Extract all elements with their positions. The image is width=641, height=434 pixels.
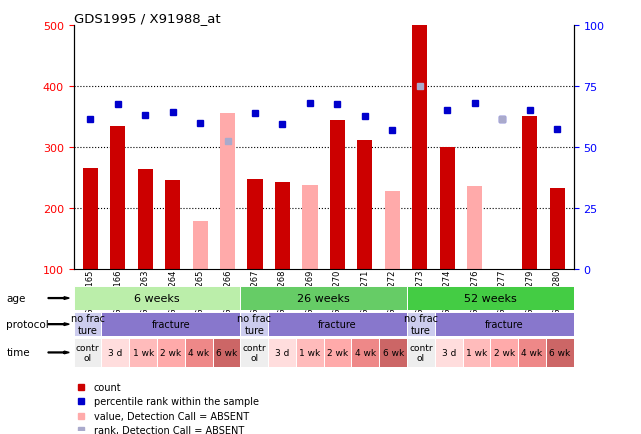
Bar (407, 286, 574, 310)
Text: age: age (6, 293, 26, 303)
Bar (440, 148, 455, 269)
Bar (74, 339, 101, 367)
Bar (518, 339, 546, 367)
Bar (157, 339, 185, 367)
Bar (522, 117, 537, 269)
Text: fracture: fracture (485, 319, 524, 329)
Text: percentile rank within the sample: percentile rank within the sample (94, 397, 259, 406)
Bar (129, 339, 157, 367)
Bar (467, 187, 482, 269)
Bar (138, 170, 153, 269)
Bar (213, 339, 240, 367)
Text: contr
ol: contr ol (409, 343, 433, 362)
Text: 2 wk: 2 wk (494, 348, 515, 357)
Text: no frac
ture: no frac ture (237, 314, 271, 335)
Bar (192, 222, 208, 269)
Bar (303, 186, 317, 269)
Text: 2 wk: 2 wk (160, 348, 181, 357)
Bar (351, 339, 379, 367)
Bar (74, 312, 101, 336)
Bar (550, 189, 565, 269)
Text: 2 wk: 2 wk (327, 348, 348, 357)
Bar (101, 339, 129, 367)
Bar (546, 339, 574, 367)
Text: no frac
ture: no frac ture (404, 314, 438, 335)
Bar (435, 312, 574, 336)
Text: GDS1995 / X91988_at: GDS1995 / X91988_at (74, 12, 221, 25)
Bar (296, 339, 324, 367)
Bar (83, 169, 98, 269)
Text: 6 weeks: 6 weeks (134, 293, 180, 303)
Bar (268, 339, 296, 367)
Text: 6 wk: 6 wk (383, 348, 404, 357)
Text: count: count (94, 382, 121, 392)
Bar (324, 339, 351, 367)
Bar (330, 121, 345, 269)
Bar (435, 339, 463, 367)
Bar (275, 182, 290, 269)
Bar (240, 339, 268, 367)
Bar (358, 140, 372, 269)
Bar (463, 339, 490, 367)
Text: 6 wk: 6 wk (216, 348, 237, 357)
Bar (185, 339, 213, 367)
Bar (101, 312, 240, 336)
Bar (110, 126, 125, 269)
Text: no frac
ture: no frac ture (71, 314, 104, 335)
Text: 1 wk: 1 wk (466, 348, 487, 357)
Bar (407, 339, 435, 367)
Text: contr
ol: contr ol (76, 343, 99, 362)
Bar (490, 339, 518, 367)
Bar (412, 26, 428, 269)
Text: 3 d: 3 d (275, 348, 289, 357)
Text: rank, Detection Call = ABSENT: rank, Detection Call = ABSENT (94, 425, 244, 434)
Text: contr
ol: contr ol (242, 343, 266, 362)
Text: 3 d: 3 d (442, 348, 456, 357)
Text: fracture: fracture (319, 319, 357, 329)
Bar (220, 114, 235, 269)
Bar (240, 286, 407, 310)
Text: 4 wk: 4 wk (188, 348, 209, 357)
Bar (247, 179, 263, 269)
Bar (165, 181, 180, 269)
Text: 1 wk: 1 wk (299, 348, 320, 357)
Text: 4 wk: 4 wk (355, 348, 376, 357)
Text: 4 wk: 4 wk (522, 348, 542, 357)
Text: protocol: protocol (6, 319, 49, 329)
Text: fracture: fracture (152, 319, 190, 329)
Text: 3 d: 3 d (108, 348, 122, 357)
Bar (268, 312, 407, 336)
Text: 26 weeks: 26 weeks (297, 293, 350, 303)
Bar (385, 192, 400, 269)
Bar (74, 286, 240, 310)
Bar (379, 339, 407, 367)
Text: 1 wk: 1 wk (133, 348, 154, 357)
Bar (407, 312, 435, 336)
Text: value, Detection Call = ABSENT: value, Detection Call = ABSENT (94, 411, 249, 421)
Text: 52 weeks: 52 weeks (464, 293, 517, 303)
Bar (240, 312, 268, 336)
Text: time: time (6, 348, 30, 358)
Text: 6 wk: 6 wk (549, 348, 570, 357)
